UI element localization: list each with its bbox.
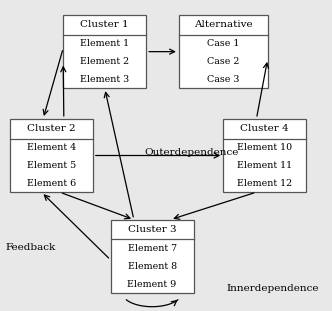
Text: Element 1: Element 1 bbox=[80, 39, 129, 48]
Text: Element 10: Element 10 bbox=[237, 143, 292, 152]
Text: Feedback: Feedback bbox=[6, 243, 56, 252]
Bar bbox=[223, 119, 306, 192]
Text: Case 2: Case 2 bbox=[207, 57, 239, 66]
Text: Element 9: Element 9 bbox=[127, 280, 177, 289]
Text: Case 3: Case 3 bbox=[207, 75, 239, 84]
Bar bbox=[10, 119, 93, 192]
Bar bbox=[111, 220, 194, 293]
Text: Outerdependence: Outerdependence bbox=[145, 148, 239, 157]
Text: Element 11: Element 11 bbox=[237, 161, 292, 170]
Text: Alternative: Alternative bbox=[194, 21, 253, 30]
Bar bbox=[63, 15, 146, 88]
Text: Element 8: Element 8 bbox=[127, 262, 177, 271]
Text: Cluster 3: Cluster 3 bbox=[128, 225, 176, 234]
Text: Element 6: Element 6 bbox=[27, 179, 76, 188]
Text: Innerdependence: Innerdependence bbox=[226, 284, 319, 293]
Text: Element 2: Element 2 bbox=[80, 57, 129, 66]
Text: Cluster 1: Cluster 1 bbox=[80, 21, 129, 30]
Text: Element 3: Element 3 bbox=[80, 75, 129, 84]
Text: Case 1: Case 1 bbox=[207, 39, 239, 48]
Text: Element 5: Element 5 bbox=[27, 161, 76, 170]
Text: Element 7: Element 7 bbox=[127, 244, 177, 253]
Text: Element 4: Element 4 bbox=[27, 143, 76, 152]
Text: Cluster 4: Cluster 4 bbox=[240, 124, 289, 133]
Text: Cluster 2: Cluster 2 bbox=[27, 124, 76, 133]
Text: Element 12: Element 12 bbox=[237, 179, 292, 188]
Bar bbox=[179, 15, 268, 88]
